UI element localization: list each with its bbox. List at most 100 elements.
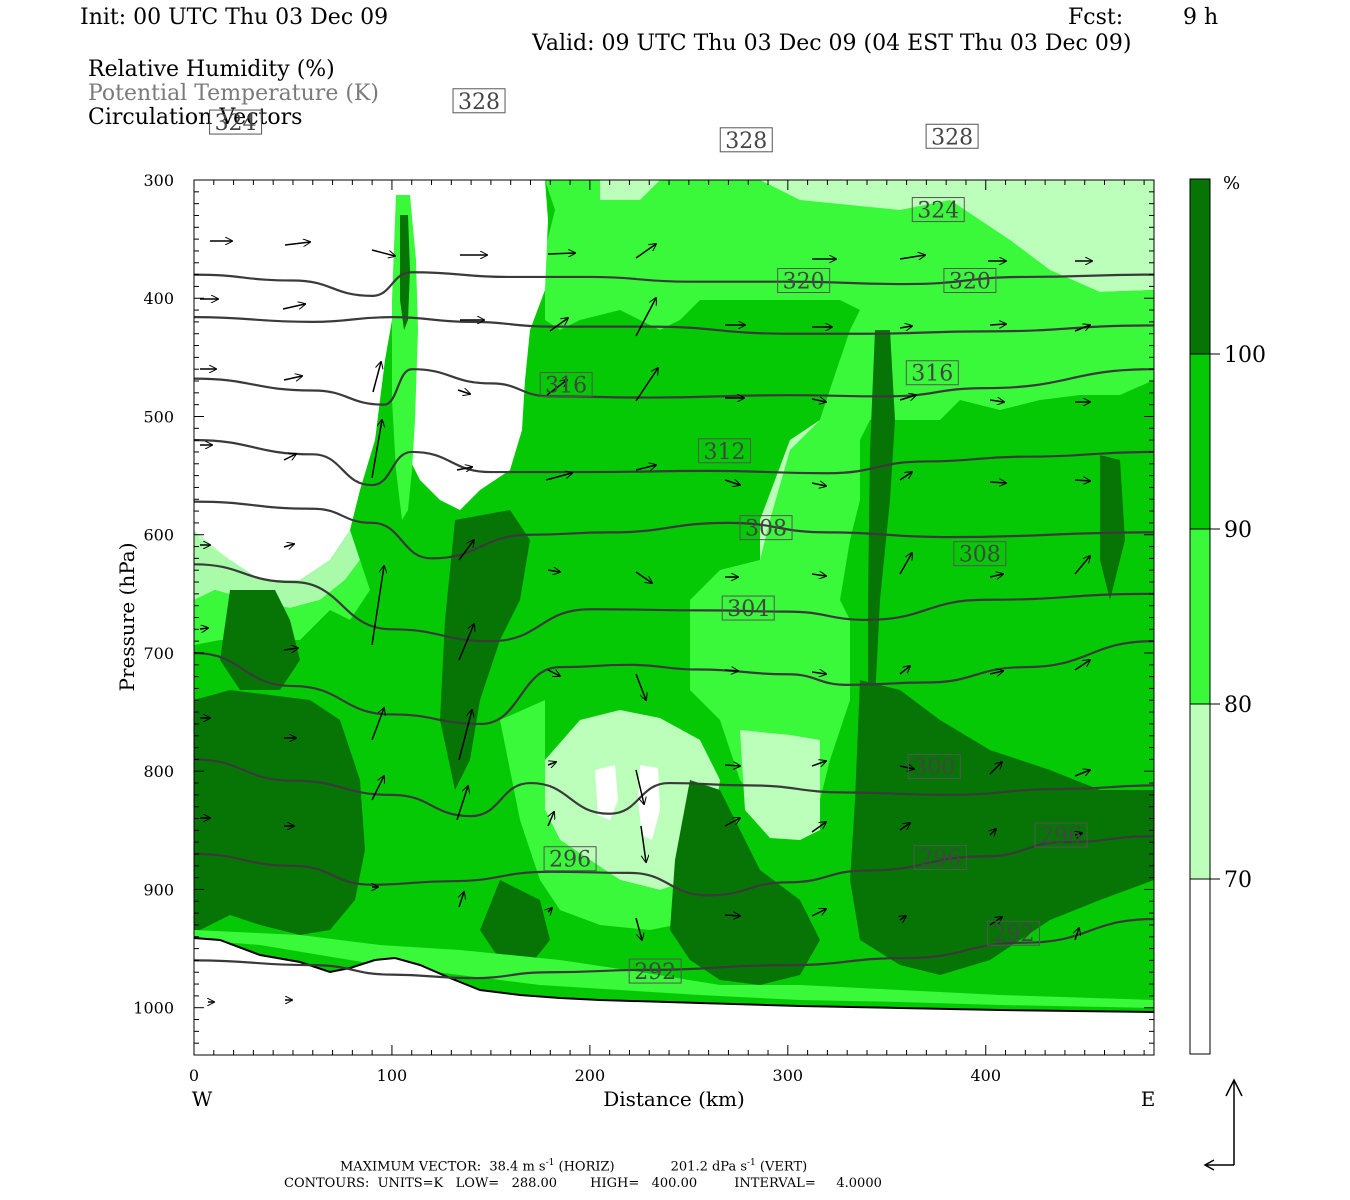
circulation-vector bbox=[282, 304, 305, 310]
theta-label-box bbox=[907, 753, 961, 779]
circulation-vector bbox=[989, 324, 1006, 325]
x-tick-label: 100 bbox=[377, 1066, 408, 1085]
x-axis-east-label: E bbox=[1141, 1087, 1156, 1111]
circulation-vector bbox=[899, 666, 910, 675]
colorbar-level-label: 90 bbox=[1224, 518, 1252, 543]
circulation-vector bbox=[635, 368, 658, 402]
theta-contour-304 bbox=[194, 640, 1154, 726]
circulation-vector bbox=[456, 786, 468, 821]
theta-label-box bbox=[539, 372, 593, 398]
circulation-vector bbox=[458, 710, 472, 761]
circulation-vector bbox=[1075, 928, 1079, 941]
field-theta-label: Potential Temperature (K) bbox=[88, 81, 379, 106]
circulation-vector bbox=[811, 574, 826, 576]
circulation-vector bbox=[371, 776, 384, 801]
theta-label-box bbox=[209, 109, 263, 135]
colorbar: 100 90 80 70% bbox=[1189, 173, 1266, 1055]
colorbar-level-label: 80 bbox=[1224, 693, 1252, 718]
circulation-vector bbox=[456, 467, 472, 470]
y-tick-label: 1000 bbox=[133, 999, 174, 1018]
theta-label: 316 bbox=[545, 374, 587, 399]
theta-label: 316 bbox=[911, 362, 953, 387]
circulation-vector bbox=[635, 571, 652, 583]
theta-label: 296 bbox=[919, 847, 961, 872]
theta-label: 328 bbox=[725, 129, 767, 154]
circulation-vector bbox=[458, 624, 474, 661]
reference-vector bbox=[1203, 1078, 1243, 1171]
theta-label: 324 bbox=[917, 199, 959, 224]
circulation-vector bbox=[724, 765, 740, 766]
theta-label: 324 bbox=[215, 111, 257, 136]
circulation-vector bbox=[547, 570, 560, 572]
circulation-vector bbox=[459, 892, 464, 908]
circulation-vector bbox=[371, 420, 382, 479]
circulation-vector bbox=[371, 566, 384, 646]
circulation-vector bbox=[724, 480, 740, 485]
circulation-vector bbox=[724, 818, 740, 827]
theta-label-box bbox=[697, 438, 751, 464]
rh-region-90-bottom bbox=[194, 930, 1154, 1008]
x-tick-label: 300 bbox=[773, 1066, 804, 1085]
x-tick-label: 200 bbox=[575, 1066, 606, 1085]
x-tick-label: 0 bbox=[189, 1066, 199, 1085]
circulation-vector bbox=[547, 762, 556, 765]
theta-label: 308 bbox=[959, 543, 1001, 568]
circulation-vector bbox=[635, 298, 656, 337]
theta-label: 300 bbox=[913, 755, 955, 780]
circulation-vector bbox=[549, 318, 568, 332]
rh-region-80-right-mid bbox=[740, 730, 820, 840]
circulation-vector bbox=[547, 253, 575, 254]
theta-contour-308 bbox=[194, 563, 1154, 643]
circulation-vector bbox=[635, 673, 646, 700]
circulation-vectors bbox=[199, 241, 1092, 1002]
circulation-vector bbox=[283, 454, 296, 460]
theta-label-box bbox=[943, 268, 997, 294]
circulation-vector bbox=[1074, 325, 1090, 332]
theta-label: 296 bbox=[549, 848, 591, 873]
circulation-vector bbox=[724, 915, 740, 916]
circulation-vector bbox=[283, 376, 302, 380]
colorbar-segment bbox=[1189, 178, 1211, 355]
forecast-hour: 9 h bbox=[1183, 5, 1219, 30]
x-axis-west-label: W bbox=[192, 1087, 213, 1111]
y-tick-label: 700 bbox=[143, 644, 174, 663]
theta-label: 312 bbox=[703, 440, 745, 465]
circulation-vector bbox=[547, 670, 560, 676]
field-vectors-label: Circulation Vectors bbox=[88, 105, 303, 130]
theta-contour-312 bbox=[194, 500, 1154, 560]
rh-region-80-mid-lower bbox=[545, 710, 720, 890]
circulation-vector bbox=[899, 553, 912, 575]
rh-plume-right-2 bbox=[1100, 455, 1125, 600]
theta-label: 296 bbox=[1040, 824, 1082, 849]
rh-region-70-mid-lower bbox=[595, 765, 618, 820]
x-axis-title: Distance (km) bbox=[603, 1087, 745, 1111]
circulation-vector bbox=[372, 362, 381, 393]
rh-region-100-center-bottom bbox=[670, 780, 820, 985]
rh-region-70-mid-lower-b bbox=[638, 765, 660, 840]
y-axis-title: Pressure (hPa) bbox=[115, 543, 139, 692]
colorbar-segment bbox=[1189, 528, 1211, 705]
rh-plume-right-1 bbox=[868, 330, 895, 700]
colorbar-level-label: 100 bbox=[1224, 343, 1266, 368]
theta-label: 308 bbox=[745, 517, 787, 542]
theta-label: 292 bbox=[992, 922, 1034, 947]
colorbar-segment bbox=[1189, 353, 1211, 530]
circulation-vector bbox=[811, 399, 826, 402]
forecast-label: Fcst: bbox=[1068, 5, 1124, 30]
circulation-vector bbox=[1074, 770, 1090, 777]
circulation-vector bbox=[989, 762, 1002, 775]
contour-info: CONTOURS: UNITS=K LOW= 288.00 HIGH= 400.… bbox=[284, 1176, 882, 1191]
circulation-vector bbox=[900, 916, 906, 920]
theta-label: 304 bbox=[727, 597, 769, 622]
y-tick-label: 400 bbox=[143, 289, 174, 308]
circulation-vector bbox=[1074, 480, 1090, 481]
circulation-vector bbox=[811, 761, 826, 766]
theta-label-box bbox=[913, 845, 967, 871]
theta-label-box bbox=[1034, 822, 1088, 848]
circulation-vector bbox=[199, 628, 208, 629]
colorbar-segment bbox=[1189, 703, 1211, 880]
circulation-vector bbox=[811, 822, 826, 833]
theta-contour-328 bbox=[194, 271, 1154, 297]
circulation-vector bbox=[989, 574, 1003, 577]
circulation-vector bbox=[635, 917, 642, 940]
